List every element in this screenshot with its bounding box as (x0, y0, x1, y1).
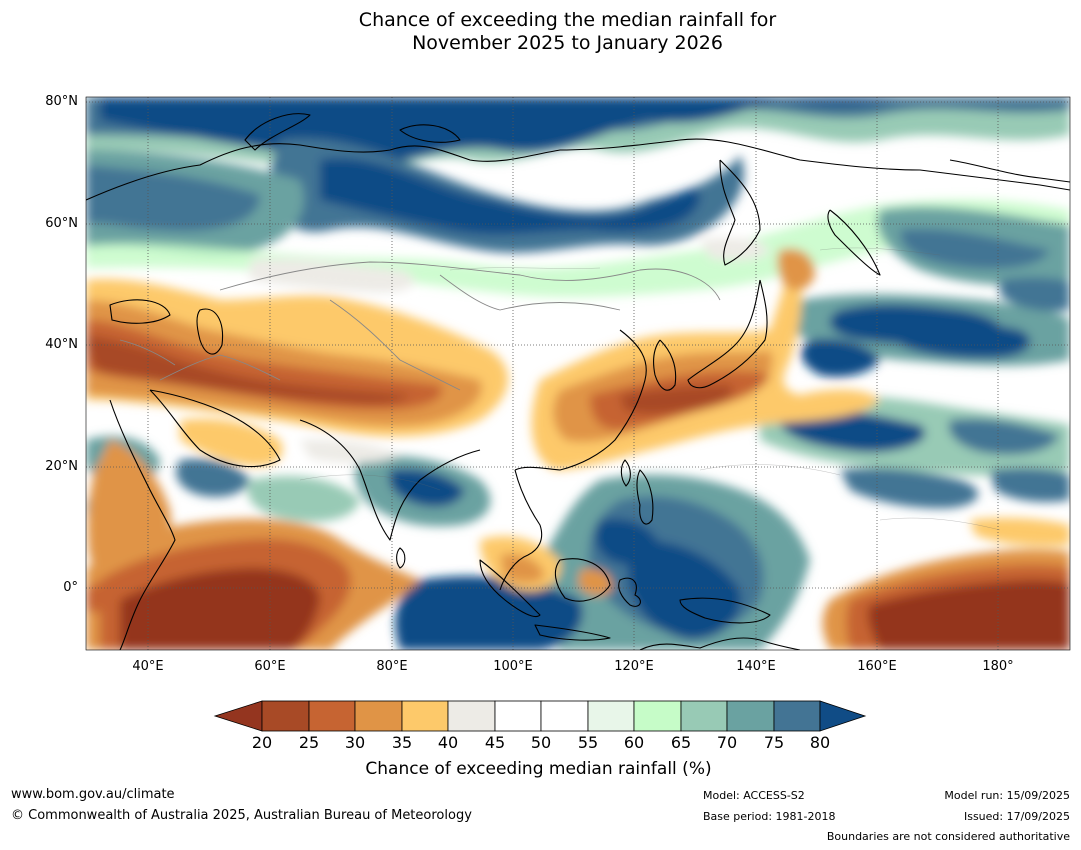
colorbar-tick: 60 (623, 733, 645, 752)
colorbar-band-65-70 (680, 700, 728, 732)
website-link[interactable]: www.bom.gov.au/climate (11, 787, 175, 802)
colorbar-tick: 55 (577, 733, 599, 752)
copyright-text: © Commonwealth of Australia 2025, Austra… (11, 808, 472, 823)
colorbar-extend-high (819, 700, 867, 732)
colorbar-tick: 65 (670, 733, 692, 752)
colorbar-band-35-40 (401, 700, 449, 732)
colorbar-extend-low (213, 700, 263, 732)
colorbar-tick: 50 (530, 733, 552, 752)
colorbar-band-50-55 (540, 700, 589, 732)
colorbar-label: Chance of exceeding median rainfall (%) (0, 759, 1081, 779)
lon-label-100e: 100°E (493, 659, 533, 674)
colorbar-tick: 45 (484, 733, 506, 752)
coastlines (86, 113, 1070, 650)
lat-label-20n: 20°N (45, 459, 78, 474)
base-period-text: Base period: 1981-2018 (703, 810, 836, 823)
colorbar-tick: 20 (251, 733, 273, 752)
issued-text: Issued: 17/09/2025 (963, 810, 1070, 823)
lon-label-80e: 80°E (376, 659, 408, 674)
map-frame (85, 96, 1071, 651)
lat-label-80n: 80°N (45, 94, 78, 109)
title-line-1: Chance of exceeding the median rainfall … (358, 9, 777, 31)
colorbar-tick: 40 (437, 733, 459, 752)
colorbar-tick: 80 (809, 733, 831, 752)
graticule (86, 97, 1070, 650)
colorbar-tick: 25 (298, 733, 320, 752)
map-title: Chance of exceeding the median rainfall … (0, 9, 1081, 55)
country-borders (119, 261, 721, 391)
lon-label-40e: 40°E (132, 659, 164, 674)
lat-label-40n: 40°N (45, 337, 78, 352)
rainfall-probability-field (86, 97, 1070, 650)
lat-label-0: 0° (63, 580, 78, 595)
colorbar-band-55-60 (587, 700, 635, 732)
model-run-text: Model run: 15/09/2025 (944, 789, 1070, 802)
colorbar-tick: 35 (391, 733, 413, 752)
colorbar-label-text: Chance of exceeding median rainfall (%) (365, 759, 712, 779)
lon-label-180: 180° (982, 659, 1014, 674)
lon-label-60e: 60°E (254, 659, 286, 674)
disclaimer-text: Boundaries are not considered authoritat… (826, 830, 1070, 843)
lon-label-120e: 120°E (614, 659, 654, 674)
colorbar-band-45-50 (494, 700, 542, 732)
lon-label-160e: 160°E (857, 659, 897, 674)
colorbar-band-25-30 (308, 700, 356, 732)
colorbar (213, 700, 867, 732)
colorbar-band-75-80 (773, 700, 821, 732)
title-line-2: November 2025 to January 2026 (412, 32, 723, 54)
colorbar-tick: 70 (716, 733, 738, 752)
colorbar-band-60-65 (633, 700, 682, 732)
contour-lines (299, 247, 1001, 531)
colorbar-band-70-75 (726, 700, 775, 732)
colorbar-band-20-25 (261, 700, 310, 732)
colorbar-tick: 30 (344, 733, 366, 752)
model-text: Model: ACCESS-S2 (703, 789, 805, 802)
colorbar-band-30-35 (354, 700, 403, 732)
colorbar-band-40-45 (447, 700, 496, 732)
lat-label-60n: 60°N (45, 216, 78, 231)
lon-label-140e: 140°E (736, 659, 776, 674)
colorbar-tick: 75 (763, 733, 785, 752)
